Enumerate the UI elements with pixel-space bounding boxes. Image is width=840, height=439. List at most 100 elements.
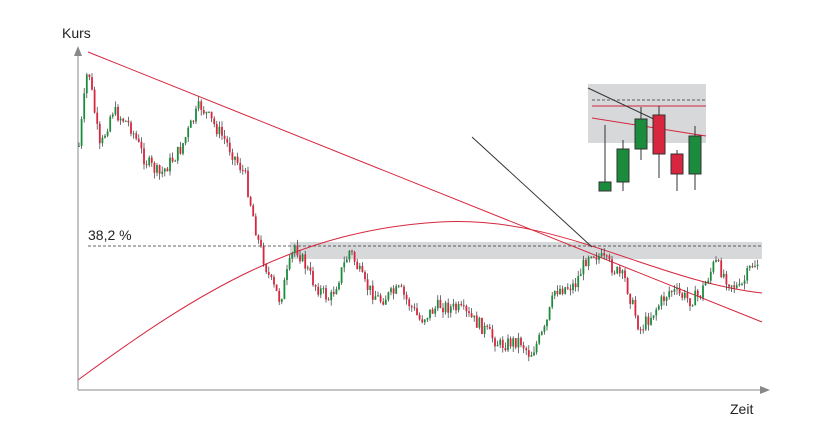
y-axis-label: Kurs: [62, 25, 91, 41]
candle-body: [655, 309, 658, 316]
candle-body: [481, 317, 483, 334]
candle-body: [421, 319, 424, 323]
candle-body: [122, 118, 125, 122]
candle-body: [520, 337, 522, 346]
candle-body: [478, 317, 481, 328]
candle-body: [429, 309, 431, 319]
pointer-line: [471, 136, 593, 248]
candle-body: [353, 251, 356, 262]
candle-body: [663, 296, 665, 301]
candle-body: [280, 299, 283, 302]
candle-body: [85, 74, 88, 94]
candle-body: [686, 292, 689, 299]
candle-body: [377, 295, 379, 297]
candle-body: [566, 287, 569, 289]
candle-body: [244, 170, 247, 172]
candle-body: [751, 266, 754, 268]
candle-body: [145, 164, 148, 166]
candle-body: [143, 148, 145, 165]
moving-average: [77, 220, 763, 381]
candle-body: [639, 329, 642, 331]
candle-body: [358, 265, 361, 270]
candle-body: [192, 120, 195, 122]
candle-body: [483, 325, 486, 334]
candle-body: [530, 355, 533, 357]
candle-body: [754, 265, 756, 268]
candle-body: [626, 277, 629, 294]
candle-body: [631, 299, 634, 304]
candle-body: [725, 273, 728, 285]
candle-body: [114, 106, 117, 115]
candle-body: [465, 305, 468, 312]
candle-body: [436, 299, 439, 309]
candle-body: [161, 171, 164, 174]
candle-body: [80, 119, 83, 146]
candle-body: [499, 339, 502, 345]
candle-body: [231, 152, 234, 160]
candle-body: [574, 283, 577, 288]
candle-body: [332, 291, 335, 295]
candle-body: [590, 256, 593, 258]
candle-body: [169, 157, 171, 172]
candle-body: [184, 137, 187, 144]
candle-body: [390, 288, 392, 293]
candle-body: [741, 283, 743, 285]
candle-body: [104, 135, 106, 138]
candle-body: [579, 274, 582, 277]
candle-body: [603, 253, 606, 256]
candle-body: [431, 309, 434, 314]
candle-body: [187, 127, 190, 138]
candle-body: [153, 162, 156, 173]
candle-body: [475, 315, 478, 328]
candle-body: [270, 274, 273, 277]
candle-body: [551, 295, 554, 308]
candle-body: [457, 303, 460, 311]
candle-body: [327, 299, 330, 301]
candle-body: [585, 259, 587, 267]
candle-body: [494, 338, 496, 347]
candle-body: [582, 259, 585, 275]
candle-body: [130, 122, 132, 134]
candle-body: [569, 288, 572, 291]
candle-body: [691, 305, 694, 307]
candle-body: [163, 168, 166, 172]
candle-body: [426, 318, 429, 320]
candle-body: [88, 74, 91, 78]
candle-body: [262, 246, 265, 265]
candle-body: [676, 287, 678, 290]
candle-body: [548, 307, 551, 320]
candle-body: [702, 285, 704, 298]
candle-body: [397, 285, 400, 287]
candle-body: [291, 253, 294, 259]
candle-body: [335, 289, 338, 295]
candle-body: [343, 262, 346, 268]
candle-body: [462, 305, 465, 307]
resistance-zone: [290, 242, 762, 259]
candle-body: [306, 267, 309, 269]
candle-body: [673, 289, 676, 292]
candle-body: [166, 168, 169, 172]
candle-body: [148, 157, 151, 166]
candle-body: [449, 306, 452, 313]
candle-body: [613, 272, 616, 274]
candle-body: [678, 287, 681, 294]
candle-body: [556, 290, 559, 295]
candle-body: [689, 298, 691, 307]
candle-body: [616, 266, 619, 274]
candle-body: [299, 255, 301, 262]
candle-body: [665, 297, 668, 301]
candle-body: [241, 170, 244, 172]
candle-body: [200, 101, 203, 111]
candle-body: [694, 290, 697, 306]
candle-body: [746, 268, 749, 281]
candle-body: [722, 273, 725, 278]
candle-body: [418, 314, 421, 320]
candle-body: [717, 259, 720, 261]
candle-body: [644, 316, 647, 330]
candle-body: [330, 291, 333, 301]
candle-body: [452, 303, 455, 307]
candle-body: [696, 290, 699, 296]
candle-body: [98, 123, 101, 144]
candle-body: [182, 143, 184, 154]
